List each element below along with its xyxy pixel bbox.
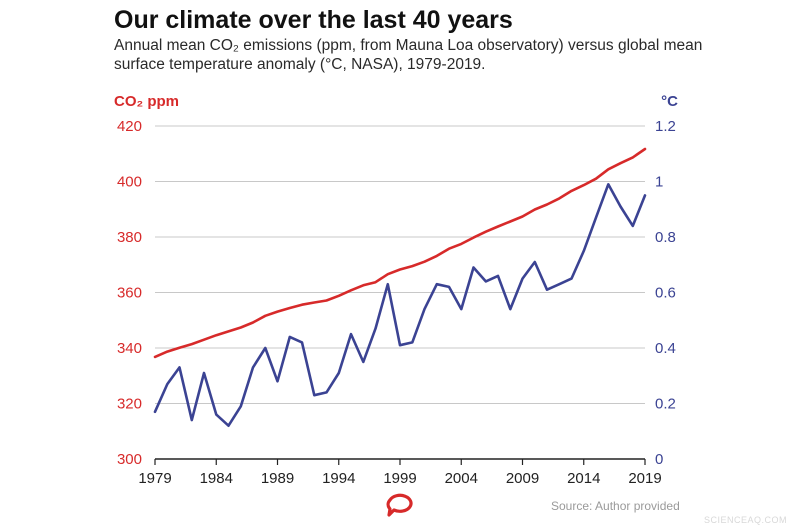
left-axis-label: CO₂ ppm xyxy=(114,93,179,110)
left-tick-label: 360 xyxy=(117,285,142,302)
temperature-series-line xyxy=(153,183,647,428)
right-tick-label: 1 xyxy=(655,174,663,191)
gridlines xyxy=(155,125,645,404)
right-axis-label: °C xyxy=(661,93,678,110)
right-tick-label: 0.8 xyxy=(655,229,676,246)
left-tick-label: 400 xyxy=(117,174,142,191)
left-tick-label: 420 xyxy=(117,118,142,135)
left-tick-label: 340 xyxy=(117,340,142,357)
chart-subtitle: Annual mean CO₂ emissions (ppm, from Mau… xyxy=(114,37,703,73)
series-group xyxy=(153,147,647,428)
right-tick-label: 0.6 xyxy=(655,285,676,302)
x-axis: 1979 1984 1989 1994 1999 2004 2009 2014 2019 xyxy=(138,458,662,487)
left-tick-label: 320 xyxy=(117,396,142,413)
x-tick-label: 1979 xyxy=(138,470,171,487)
x-tick-label: 1989 xyxy=(261,470,294,487)
right-tick-label: 1.2 xyxy=(655,118,676,135)
right-tick-label: 0 xyxy=(655,451,663,468)
left-tick-label: 380 xyxy=(117,229,142,246)
right-axis: 0 0.2 0.4 0.6 0.8 1 1.2 xyxy=(655,118,676,468)
right-tick-label: 0.2 xyxy=(655,396,676,413)
speech-bubble-logo-icon xyxy=(386,493,413,517)
x-tick-label: 2004 xyxy=(445,470,478,487)
x-tick-label: 2019 xyxy=(628,470,661,487)
x-tick-label: 1984 xyxy=(200,470,233,487)
x-tick-label: 1999 xyxy=(383,470,416,487)
right-tick-label: 0.4 xyxy=(655,340,676,357)
x-tick-label: 1994 xyxy=(322,470,355,487)
x-tick-label: 2009 xyxy=(506,470,539,487)
source-note: Source: Author provided xyxy=(551,499,680,513)
co2-series-line xyxy=(153,147,647,359)
x-tick-label: 2014 xyxy=(567,470,600,487)
watermark: SCIENCEAQ.COM xyxy=(704,515,788,525)
left-tick-label: 300 xyxy=(117,451,142,468)
chart-title: Our climate over the last 40 years xyxy=(114,6,513,34)
left-axis: 300 320 340 360 380 400 420 xyxy=(117,118,142,468)
